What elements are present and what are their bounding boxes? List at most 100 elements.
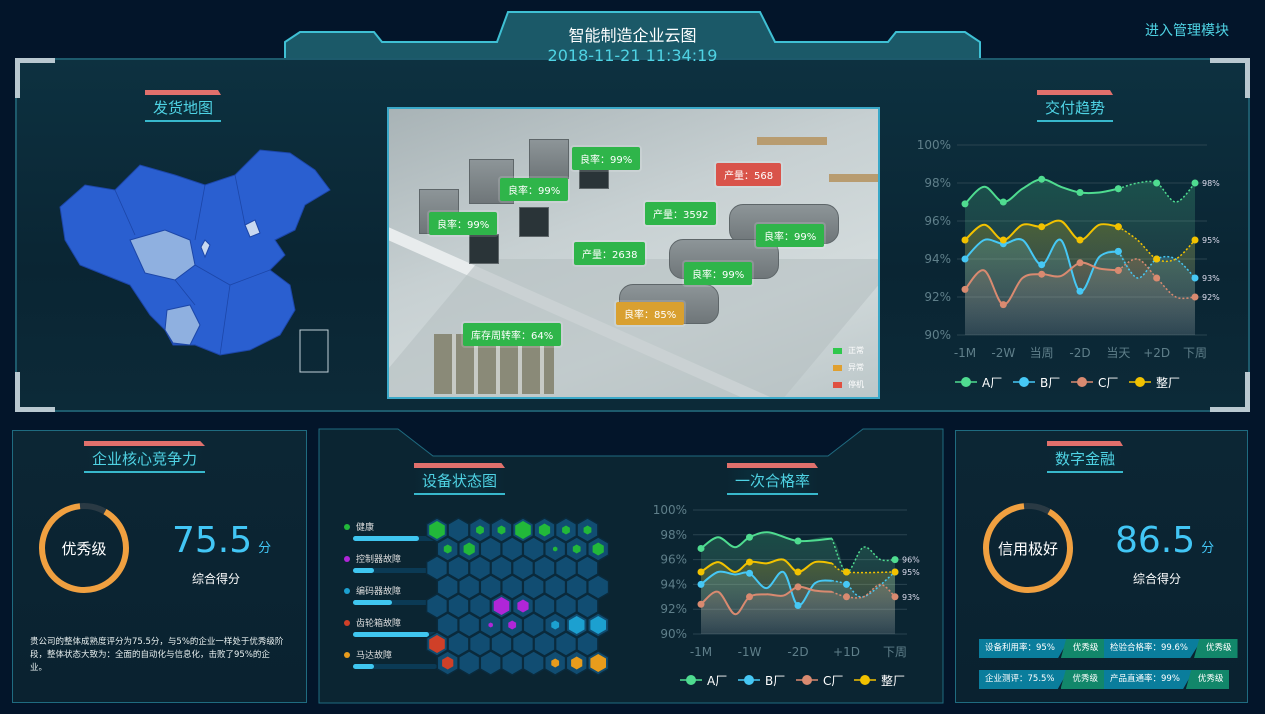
data-point[interactable] — [999, 236, 1007, 244]
data-point[interactable] — [794, 601, 802, 609]
forecast-line[interactable] — [831, 571, 896, 598]
data-point[interactable] — [1114, 247, 1122, 255]
legend-label[interactable]: C厂 — [823, 674, 843, 688]
data-point[interactable] — [843, 568, 850, 576]
data-point[interactable] — [697, 544, 705, 552]
data-point[interactable] — [1114, 223, 1122, 231]
legend-marker-icon[interactable] — [1077, 377, 1087, 387]
data-point[interactable] — [1076, 236, 1084, 244]
data-point[interactable] — [746, 593, 753, 601]
data-point[interactable] — [1038, 175, 1046, 183]
data-point[interactable] — [1153, 255, 1161, 263]
data-point[interactable] — [1076, 287, 1084, 295]
data-point[interactable] — [1114, 185, 1122, 193]
data-point[interactable] — [891, 568, 899, 576]
series-line[interactable] — [700, 558, 833, 574]
hex-cell[interactable] — [522, 650, 545, 676]
data-point[interactable] — [794, 583, 802, 591]
legend-label[interactable]: B厂 — [765, 674, 785, 688]
legend-label[interactable]: A厂 — [982, 376, 1002, 390]
data-point[interactable] — [1076, 189, 1084, 196]
legend-marker-icon[interactable] — [1135, 377, 1145, 387]
device-status-legend-item[interactable]: 齿轮箱故障 — [344, 616, 401, 629]
data-point[interactable] — [746, 569, 753, 577]
data-point[interactable] — [999, 198, 1007, 206]
data-point[interactable] — [1191, 293, 1199, 301]
scene-tag[interactable]: 产量：3592 — [645, 202, 717, 225]
legend-label[interactable]: 整厂 — [1156, 375, 1180, 390]
data-point[interactable] — [999, 301, 1007, 309]
scene-tag[interactable]: 良率：99% — [500, 178, 569, 201]
data-point[interactable] — [697, 600, 705, 608]
data-point[interactable] — [961, 200, 969, 208]
scene-tag[interactable]: 库存周转率：64% — [463, 323, 562, 346]
device-status-legend-item[interactable]: 编码器故障 — [344, 584, 401, 597]
data-point[interactable] — [843, 593, 850, 601]
data-point[interactable] — [1153, 274, 1161, 282]
data-point[interactable] — [1038, 223, 1046, 231]
data-point[interactable] — [961, 236, 969, 244]
data-point[interactable] — [1153, 179, 1161, 187]
data-point[interactable] — [891, 556, 899, 564]
legend-marker-icon[interactable] — [1019, 377, 1029, 387]
enter-admin-link[interactable]: 进入管理模块 — [1145, 23, 1229, 39]
data-point[interactable] — [794, 537, 802, 545]
data-point[interactable] — [794, 568, 802, 576]
scene-tag[interactable]: 良率：85% — [616, 302, 685, 325]
data-point[interactable] — [961, 285, 969, 293]
device-status-legend-item[interactable]: 控制器故障 — [344, 552, 401, 565]
scene-tag[interactable]: 产量：2638 — [574, 242, 646, 265]
data-point[interactable] — [1191, 274, 1199, 282]
legend-marker-icon[interactable] — [860, 675, 870, 685]
scene-tag[interactable]: 良率：99% — [572, 147, 641, 170]
legend-marker-icon[interactable] — [744, 675, 754, 685]
data-point[interactable] — [843, 580, 850, 588]
data-point[interactable] — [1191, 179, 1199, 187]
delivery-trend-chart[interactable]: 90% 92% 94% 96% 98% 100% -1M -2W 当周 -2D 当天 +2D 下周 98%… — [900, 125, 1240, 400]
data-point[interactable] — [961, 255, 969, 263]
hex-cell[interactable] — [479, 650, 502, 676]
legend-marker-icon[interactable] — [802, 675, 812, 685]
x-tick-label: 当天 — [1106, 346, 1130, 360]
hex-cell[interactable] — [576, 555, 599, 581]
factory-scene[interactable]: 良率：99% 良率：99% 良率：99% 产量：568 产量：3592 产量：2… — [387, 107, 880, 399]
data-point[interactable] — [891, 593, 899, 601]
device-status-legend-item[interactable]: 马达故障 — [344, 648, 392, 661]
data-point[interactable] — [746, 558, 753, 566]
forecast-line[interactable] — [1118, 180, 1196, 203]
hex-cell[interactable] — [458, 650, 481, 676]
forecast-line[interactable] — [831, 583, 896, 599]
hex-cell[interactable] — [576, 631, 599, 657]
scene-tag[interactable]: 良率：99% — [429, 212, 498, 235]
region-beijing[interactable] — [244, 219, 261, 238]
data-point[interactable] — [697, 580, 705, 588]
y-tick-label: 98% — [660, 528, 687, 542]
legend-label[interactable]: 整厂 — [881, 673, 905, 688]
scene-tag[interactable]: 产量：568 — [716, 163, 782, 186]
hex-cell[interactable] — [576, 593, 599, 619]
data-point[interactable] — [1038, 261, 1046, 269]
data-point[interactable] — [1038, 270, 1046, 278]
china-map[interactable] — [55, 145, 355, 380]
hex-cell[interactable] — [587, 574, 610, 600]
scene-tag[interactable]: 良率：99% — [684, 262, 753, 285]
legend-marker-icon[interactable] — [686, 675, 696, 685]
legend-label[interactable]: C厂 — [1098, 376, 1118, 390]
legend-label[interactable]: B厂 — [1040, 376, 1060, 390]
data-point[interactable] — [1114, 266, 1122, 274]
series-line[interactable] — [700, 585, 833, 616]
hex-cell[interactable] — [501, 650, 524, 676]
first-pass-yield-chart[interactable]: 90% 92% 94% 96% 98% 100% -1M -1W -2D +1D 下周 96% A厂 95… — [645, 495, 935, 695]
data-point[interactable] — [1191, 236, 1199, 244]
device-status-legend-item[interactable]: 健康 — [344, 520, 374, 533]
scene-tag[interactable]: 良率：99% — [756, 224, 825, 247]
forecast-line[interactable] — [831, 538, 896, 573]
device-hex-grid[interactable] — [420, 515, 620, 685]
data-point[interactable] — [746, 533, 753, 541]
region-yunnan[interactable] — [164, 304, 201, 346]
data-point[interactable] — [1076, 259, 1084, 267]
legend-label[interactable]: A厂 — [707, 674, 727, 688]
forecast-line[interactable] — [1117, 258, 1196, 300]
legend-marker-icon[interactable] — [961, 377, 971, 387]
data-point[interactable] — [697, 568, 705, 576]
